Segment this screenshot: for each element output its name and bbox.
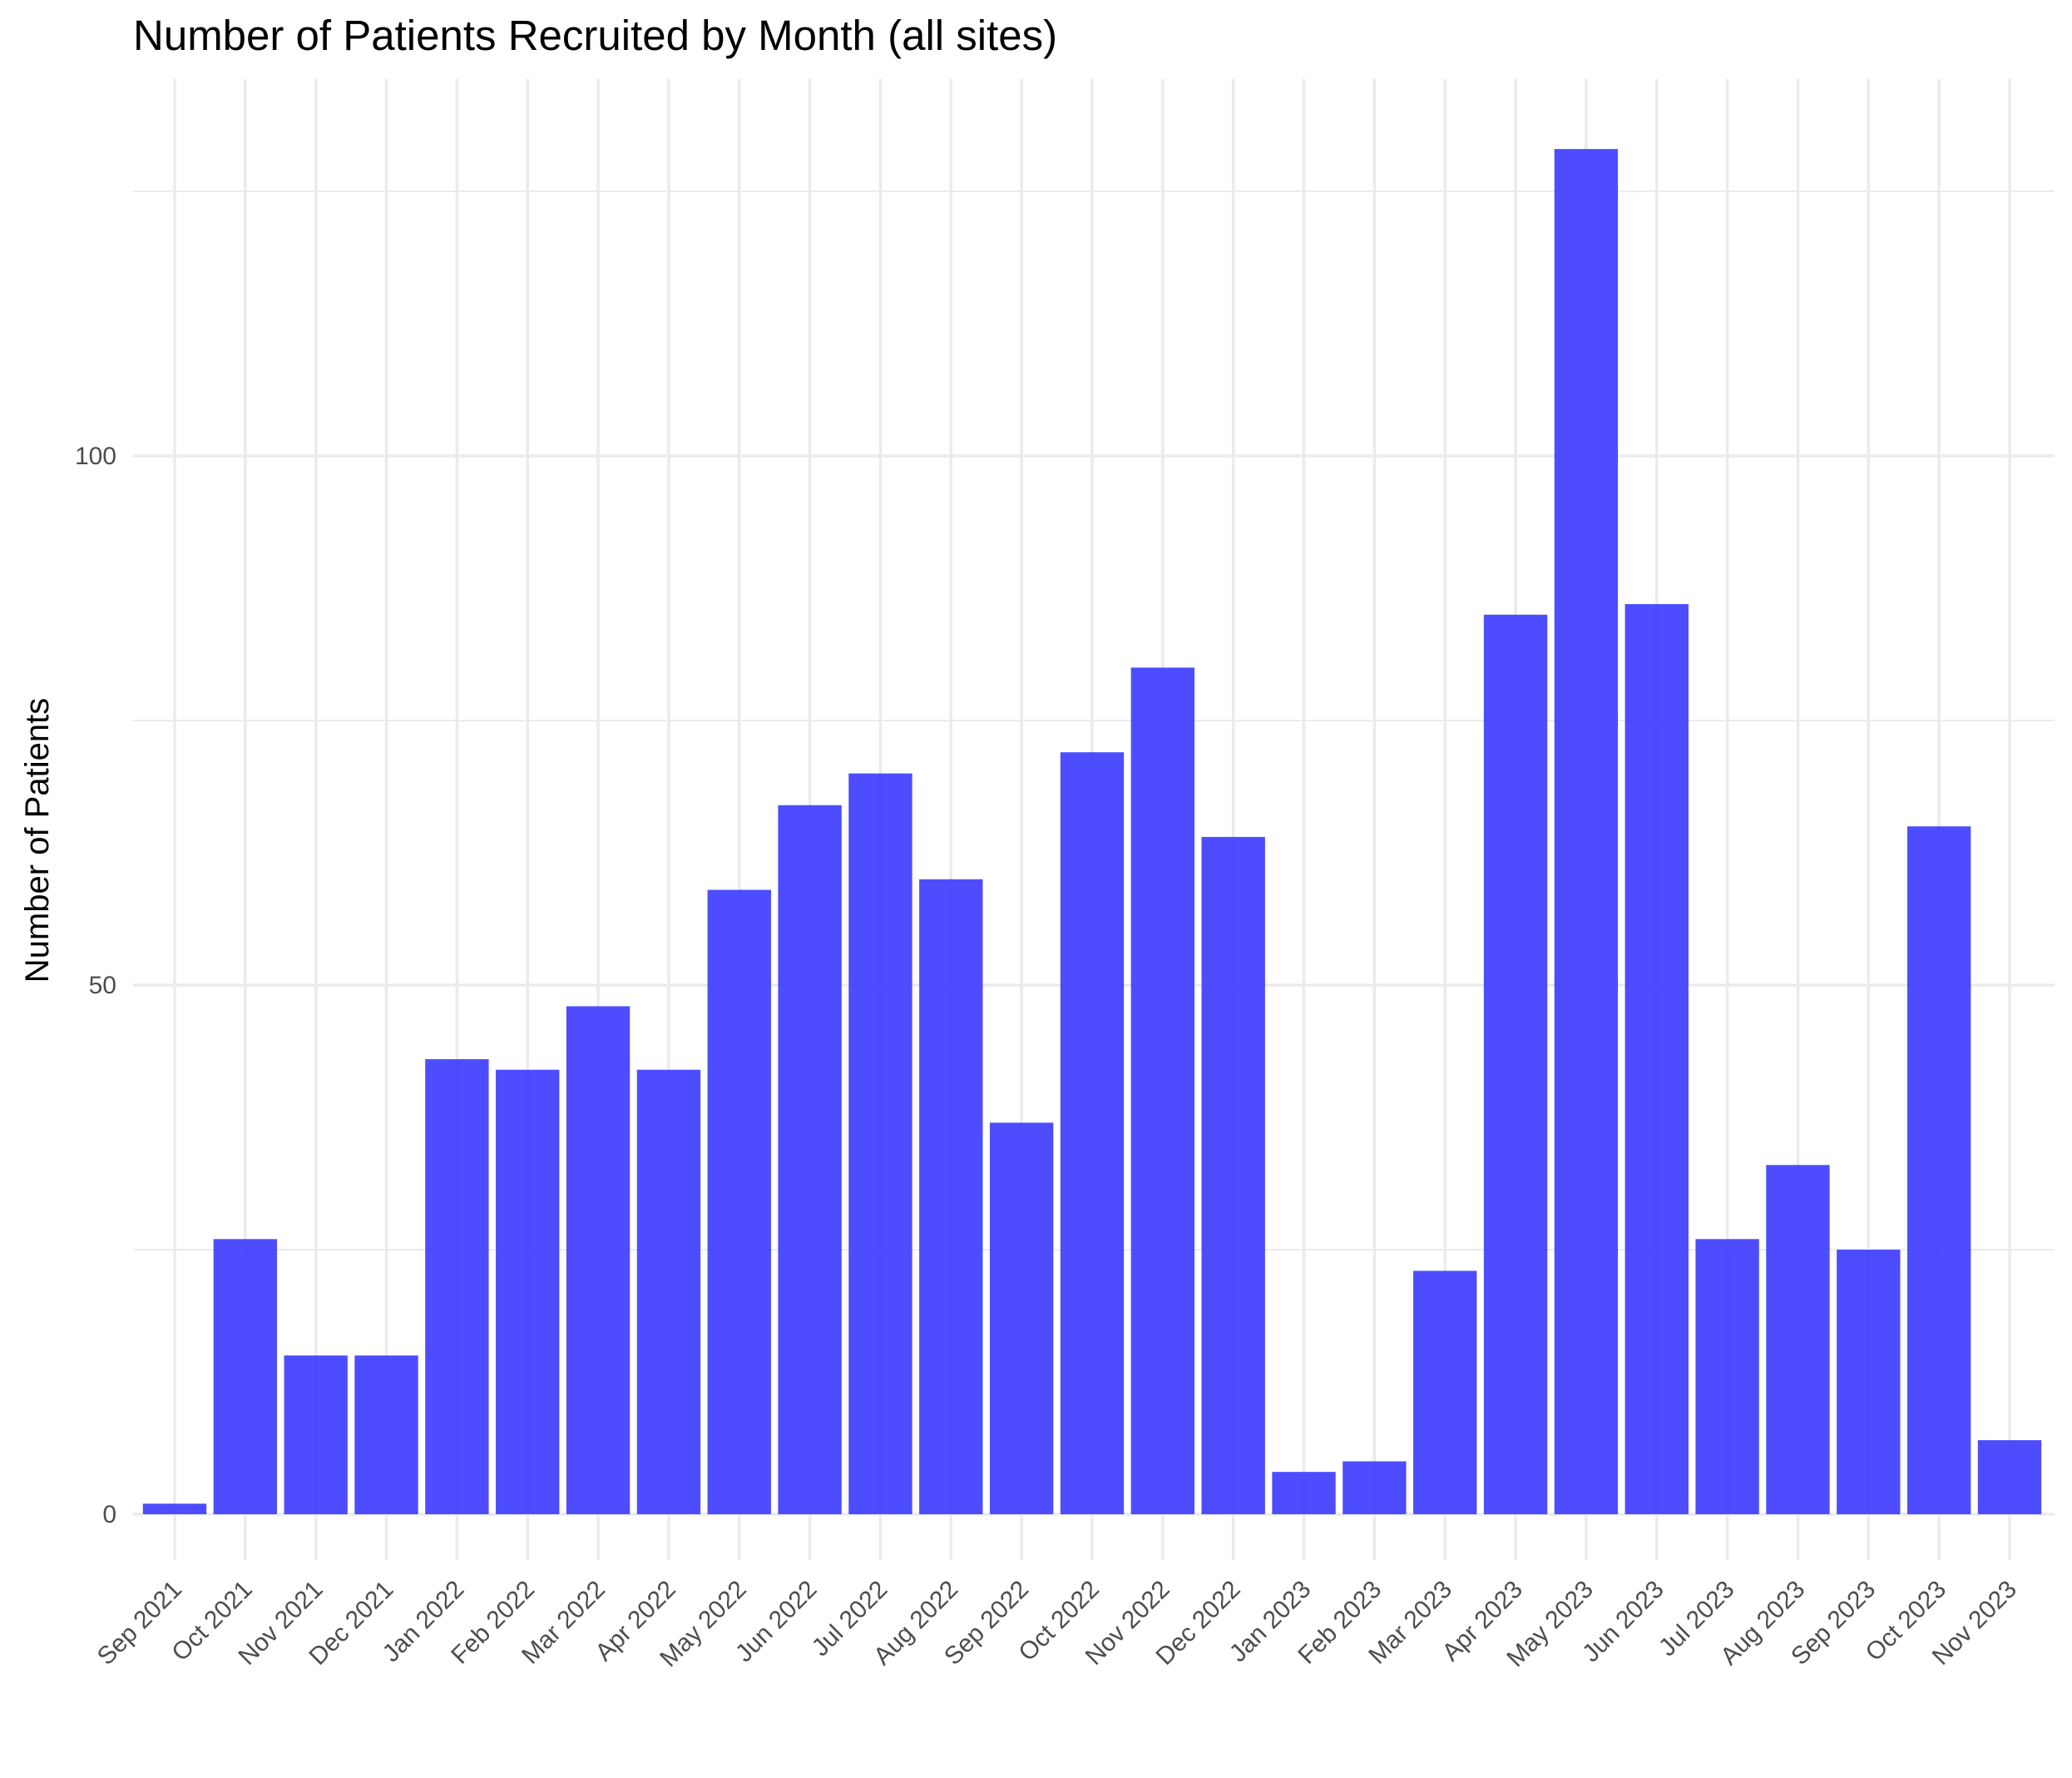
bar [496, 1069, 560, 1514]
bar [989, 1122, 1054, 1514]
y-tick-layer: 0 50 100 [75, 443, 116, 1528]
y-tick-label: 50 [89, 972, 116, 999]
bar [1343, 1461, 1407, 1514]
bar [707, 889, 771, 1514]
bar [1554, 149, 1619, 1514]
bar [566, 1006, 631, 1514]
bar [1060, 752, 1125, 1514]
bar [1130, 667, 1195, 1514]
bar [425, 1059, 489, 1514]
bar [1624, 604, 1689, 1514]
bar [636, 1069, 701, 1514]
bar [284, 1355, 348, 1514]
bar [354, 1355, 418, 1514]
y-tick-label: 100 [75, 443, 116, 470]
y-tick-label: 0 [102, 1501, 116, 1528]
x-tick-label: Sep 2021 [92, 1576, 187, 1671]
bar [1837, 1250, 1901, 1514]
bar [142, 1503, 207, 1514]
y-axis-title: Number of Patients [19, 698, 56, 983]
bar [1483, 614, 1548, 1514]
bar [1766, 1165, 1830, 1514]
bar [919, 879, 983, 1514]
bar [778, 805, 842, 1514]
bar [1413, 1270, 1477, 1514]
bar [1201, 836, 1265, 1514]
bar [1695, 1239, 1759, 1514]
bar [1977, 1439, 2042, 1514]
bar [1906, 826, 1971, 1514]
bar [1272, 1472, 1336, 1514]
bar [848, 773, 912, 1514]
bar [213, 1239, 278, 1514]
bar-layer [142, 149, 2042, 1514]
chart-title: Number of Patients Recruited by Month (a… [133, 12, 1057, 59]
